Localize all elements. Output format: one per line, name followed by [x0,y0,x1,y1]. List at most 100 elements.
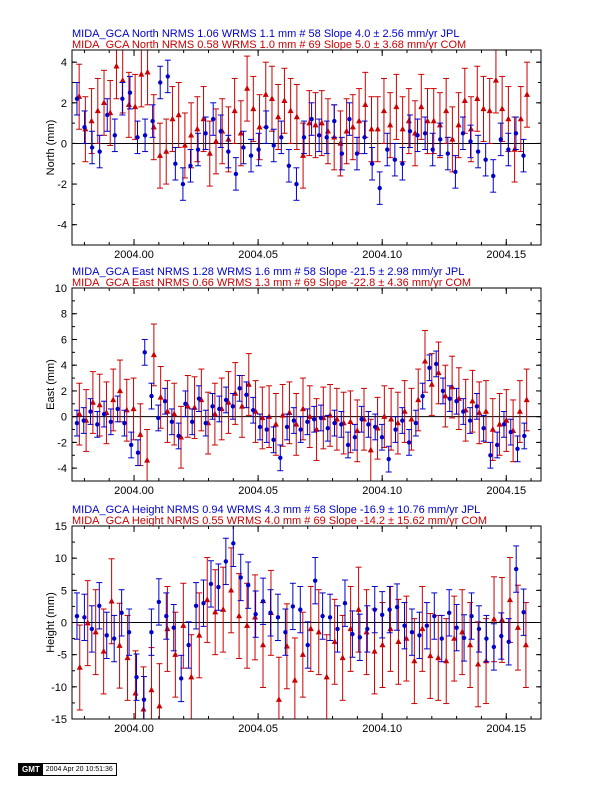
data-point-jpl [180,181,186,187]
data-point-com [371,647,378,654]
x-tick-label: 2004.15 [486,249,526,261]
data-point-jpl [233,171,239,177]
data-point-jpl [406,440,412,445]
data-point-jpl [203,420,208,426]
data-point-jpl [474,404,480,409]
data-point-jpl [521,610,526,615]
data-point-com [236,612,243,619]
data-point-com [491,615,498,622]
y-tick-label: -2 [57,437,67,449]
data-point-com [206,150,213,156]
data-point-jpl [305,642,310,648]
data-point-com [156,702,163,709]
data-point-com [422,357,429,364]
data-point-jpl [387,607,392,612]
data-point-com [138,70,145,77]
data-point-com [259,641,266,648]
data-point-com [306,413,313,419]
data-point-com [76,664,83,670]
x-tick-label: 2004.05 [238,485,278,497]
y-tick-label: -4 [57,463,67,475]
data-point-com [212,137,219,144]
data-point-com [523,396,530,403]
data-point-jpl [377,185,382,191]
header-com: MIDA_GCA Height NRMS 0.55 WRMS 4.0 mm # … [72,515,487,527]
data-point-com [498,616,505,623]
data-point-jpl [196,396,202,401]
data-point-jpl [446,610,452,616]
data-point-jpl [350,631,355,637]
data-point-com [180,622,187,628]
data-point-jpl [385,147,390,152]
data-point-com [354,427,361,434]
data-point-jpl [173,161,178,166]
data-point-com [339,654,346,661]
data-point-jpl [305,419,310,425]
data-point-com [293,113,300,120]
data-point-com [96,401,103,408]
data-point-jpl [217,406,222,412]
y-tick-label: 5 [61,585,67,597]
data-point-jpl [324,135,329,140]
data-point-com [408,415,415,422]
data-point-jpl [271,437,276,443]
data-point-jpl [372,424,378,430]
data-point-jpl [432,613,437,619]
data-point-com [178,433,185,440]
data-point-com [475,660,482,667]
data-point-com [435,654,442,661]
data-point-com [237,129,244,136]
data-point-com [424,117,431,124]
y-tick-label: 0 [61,138,67,150]
data-point-com [483,408,490,414]
data-point-com [511,146,518,152]
data-point-com [163,148,170,154]
data-point-jpl [468,139,473,144]
data-point-jpl [417,633,422,638]
data-point-jpl [522,433,527,439]
data-point-jpl [354,151,360,156]
data-point-com [427,652,434,659]
data-point-jpl [345,442,351,448]
y-tick-label: 6 [61,334,67,346]
data-point-jpl [445,151,451,156]
y-tick-label: -2 [57,179,67,191]
data-point-jpl [74,613,80,619]
data-point-jpl [178,676,184,681]
data-point-com [435,369,442,376]
header-com: MIDA_GCA East NRMS 0.66 WRMS 1.3 mm # 69… [72,277,471,289]
data-point-com [480,105,487,112]
data-point-jpl [120,96,125,101]
data-point-jpl [352,435,358,440]
data-point-jpl [97,603,102,608]
data-point-jpl [515,446,520,452]
data-point-com [184,402,191,409]
x-tick-label: 2004.05 [238,249,278,261]
data-point-com [363,628,370,635]
data-point-com [92,628,99,635]
data-point-com [144,68,151,75]
data-point-jpl [498,137,503,142]
data-point-com [252,408,259,414]
data-point-com [116,642,123,648]
data-point-jpl [409,629,415,635]
data-point-jpl [440,388,446,394]
data-point-com [172,651,179,657]
data-point-com [117,387,124,394]
data-point-jpl [488,453,493,458]
data-point-com [486,107,493,114]
data-point-jpl [453,169,458,175]
data-point-com [212,608,219,615]
data-point-jpl [413,420,419,426]
y-tick-label: -5 [57,650,67,662]
data-point-jpl [127,90,133,95]
y-tick-label: 2 [61,386,67,398]
data-point-jpl [158,80,163,85]
data-point-com [181,141,188,148]
data-point-jpl [430,147,435,152]
data-point-com [194,125,201,132]
data-point-com [467,641,474,648]
data-point-jpl [82,124,87,130]
y-tick-label: 2 [61,98,67,110]
